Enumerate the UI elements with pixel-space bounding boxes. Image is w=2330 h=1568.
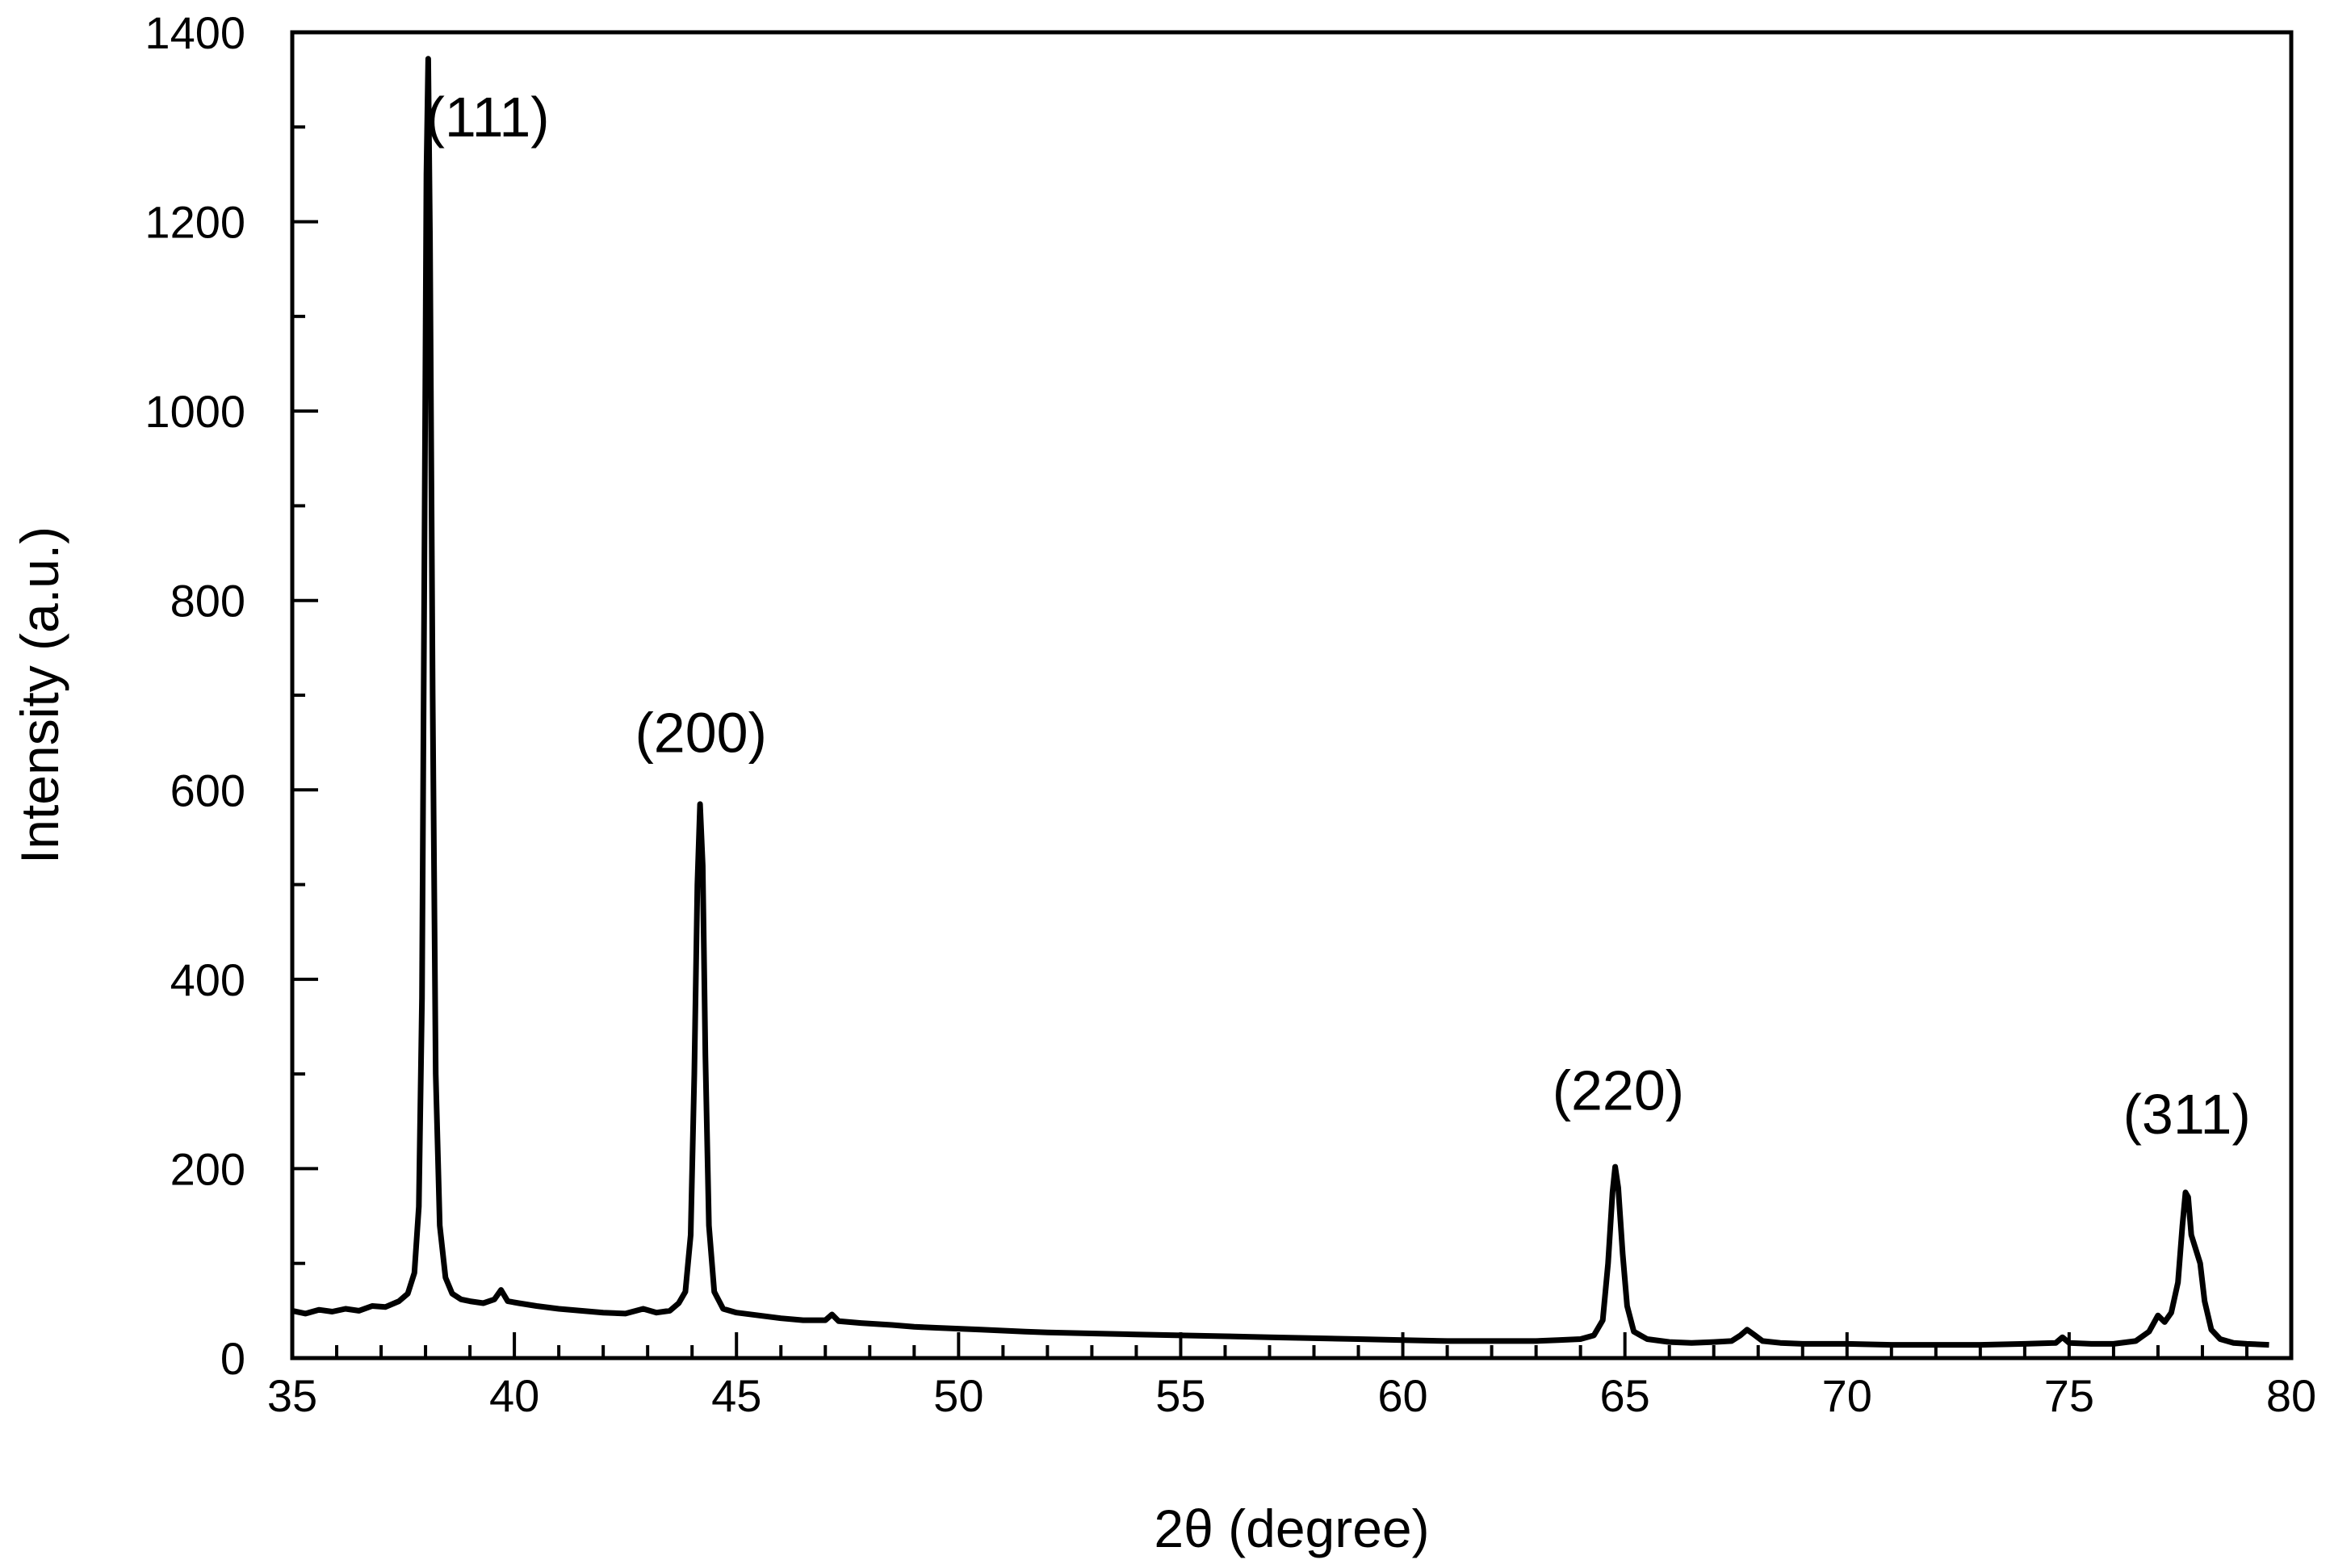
y-tick-label: 400 [170, 954, 245, 1005]
peak-label: (220) [1553, 1059, 1684, 1122]
y-tick-label: 1400 [145, 7, 245, 58]
y-tick-label: 200 [170, 1143, 245, 1194]
series-line [291, 56, 2269, 1348]
y-tick-label: 800 [170, 576, 245, 627]
x-tick-label: 45 [711, 1370, 761, 1421]
x-axis-title: 2θ (degree) [1154, 1499, 1429, 1558]
x-tick-label: 65 [1600, 1370, 1650, 1421]
x-tick-label: 80 [2266, 1370, 2316, 1421]
plot-area-frame [290, 30, 2294, 1360]
x-tick-label: 75 [2044, 1370, 2094, 1421]
y-axis-tick-labels: 0 200 400 600 800 1000 1200 1400 [145, 7, 245, 1384]
x-tick-label: 55 [1155, 1370, 1205, 1421]
x-axis-tick-labels: 35 40 45 50 55 60 65 70 75 80 [267, 1370, 2316, 1421]
x-tick-label: 70 [1822, 1370, 1872, 1421]
peak-annotations: (111) (200) (220) (311) [426, 86, 2251, 1146]
peak-label: (311) [2123, 1083, 2251, 1146]
peak-label: (111) [426, 86, 550, 149]
y-tick-label: 0 [220, 1333, 245, 1384]
peak-label: (200) [635, 701, 766, 764]
y-tick-label: 1200 [145, 197, 245, 248]
y-axis-ticks [292, 31, 318, 1360]
x-tick-label: 35 [267, 1370, 317, 1421]
x-tick-label: 40 [489, 1370, 539, 1421]
y-tick-label: 1000 [145, 386, 245, 437]
y-tick-label: 600 [170, 765, 245, 815]
x-tick-label: 60 [1377, 1370, 1427, 1421]
y-axis-title: Intensity (a.u.) [10, 526, 69, 864]
x-tick-label: 50 [933, 1370, 983, 1421]
